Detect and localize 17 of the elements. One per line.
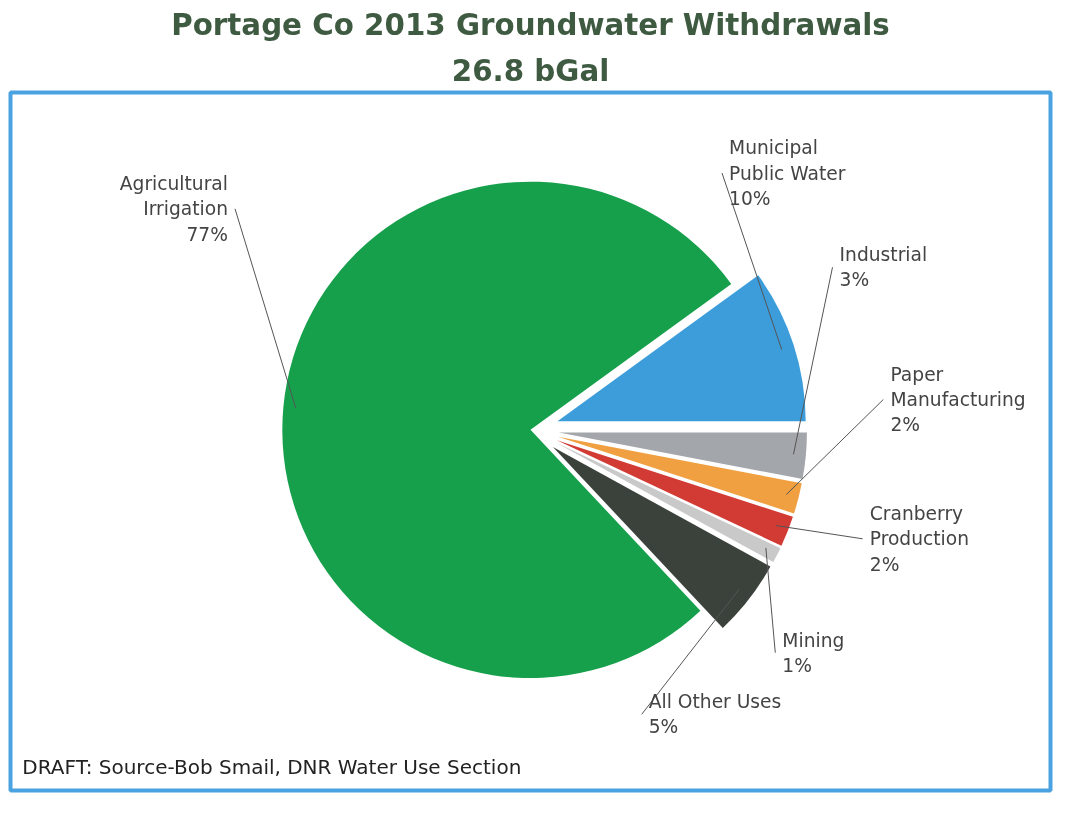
slice-label: Agricultural Irrigation (119, 173, 228, 220)
data-label: 77% (186, 223, 228, 245)
slice-label: Paper Manufacturing (890, 363, 1026, 410)
chart-title: Portage Co 2013 Groundwater Withdrawals (171, 7, 890, 42)
slice-label: Mining (782, 629, 845, 651)
text: DRAFT: Source-Bob Smail, DNR Water Use Section (22, 754, 522, 779)
data-label: 2% (869, 553, 900, 575)
chart-subtitle: 26.8 bGal (451, 53, 610, 88)
slice-label: All Other Uses (648, 691, 782, 713)
data-label: 10% (729, 187, 771, 209)
data-label: 2% (890, 414, 921, 436)
data-label: 5% (648, 716, 679, 738)
slice-label: Municipal Public Water (729, 137, 846, 184)
data-label: 1% (782, 654, 812, 676)
data-label: 3% (839, 269, 870, 291)
slice-label: Cranberry Production (869, 503, 970, 550)
slice-label: Industrial (839, 244, 928, 266)
